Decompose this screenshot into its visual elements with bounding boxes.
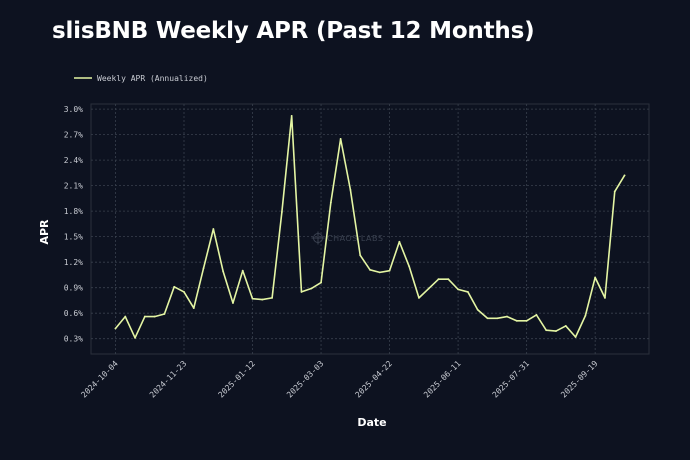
data-point: [604, 296, 606, 299]
data-point: [173, 285, 176, 288]
data-point: [271, 296, 274, 299]
y-tick-label: 2.7%: [64, 131, 83, 140]
y-tick-label: 2.4%: [64, 156, 83, 165]
y-tick-label: 3.0%: [64, 105, 83, 114]
data-point: [232, 302, 234, 304]
data-point: [447, 278, 450, 281]
y-axis-ticks: 0.3% 0.6% 0.9% 1.2% 1.5% 1.8% 2.1% 2.4% 2.7% 3.0%: [64, 105, 83, 344]
data-point: [192, 307, 195, 309]
data-point: [378, 271, 381, 274]
data-point: [437, 278, 440, 281]
data-point: [594, 276, 597, 279]
x-tick-label: 2024-10-04: [79, 359, 120, 400]
chaos-labs-logo-icon: [311, 231, 325, 245]
data-point: [515, 319, 518, 322]
data-point: [114, 327, 117, 330]
y-tick-label: 1.2%: [64, 258, 83, 267]
data-point: [623, 174, 626, 177]
data-point: [153, 315, 156, 318]
y-tick-label: 0.6%: [64, 309, 83, 318]
legend: Weekly APR (Annualized): [74, 74, 208, 83]
data-point: [339, 137, 342, 140]
watermark-text: CHAOS LABS: [327, 234, 383, 243]
data-point: [320, 281, 322, 284]
x-tick-label: 2025-04-22: [354, 359, 395, 400]
data-point: [143, 315, 146, 318]
data-point: [183, 291, 185, 293]
data-point: [545, 329, 548, 332]
x-tick-label: 2025-06-11: [422, 359, 463, 400]
data-point: [251, 297, 254, 300]
data-point: [329, 201, 332, 204]
data-point: [457, 288, 460, 291]
y-axis-title: APR: [38, 219, 51, 245]
data-point: [496, 317, 499, 320]
data-point: [408, 265, 411, 268]
y-tick-label: 1.5%: [64, 233, 83, 242]
data-point: [359, 254, 362, 257]
gridlines: [91, 104, 649, 354]
y-tick-label: 2.1%: [64, 182, 83, 191]
data-point: [476, 308, 479, 311]
legend-label: Weekly APR (Annualized): [97, 74, 208, 83]
data-point: [280, 211, 283, 213]
data-point: [613, 190, 616, 193]
data-point: [486, 317, 489, 320]
x-axis-ticks: 2024-10-04 2024-11-23 2025-01-12 2025-03-03…: [79, 359, 599, 400]
data-point: [466, 291, 469, 293]
data-point: [163, 313, 166, 315]
data-point: [388, 269, 391, 272]
y-tick-label: 0.3%: [64, 335, 83, 344]
data-point: [525, 319, 528, 322]
data-point: [241, 269, 244, 272]
data-point: [535, 313, 538, 316]
data-point: [418, 296, 420, 299]
data-point: [584, 314, 587, 317]
x-tick-label: 2025-07-31: [491, 359, 532, 400]
watermark: CHAOS LABS: [311, 231, 383, 245]
plot-area: [90, 103, 650, 355]
data-point: [574, 336, 577, 338]
data-point: [261, 298, 264, 301]
series-line-weekly-apr: [114, 115, 626, 339]
data-point: [290, 115, 293, 117]
data-point: [310, 287, 313, 290]
data-point: [134, 336, 136, 339]
chart-title: slisBNB Weekly APR (Past 12 Months): [52, 18, 535, 44]
data-point: [300, 291, 303, 293]
data-point: [222, 270, 225, 273]
y-tick-label: 0.9%: [64, 284, 83, 293]
data-point: [202, 267, 205, 270]
x-tick-label: 2025-03-03: [285, 359, 326, 400]
data-points: [114, 115, 626, 339]
x-axis-title: Date: [357, 416, 386, 429]
data-point: [555, 330, 557, 332]
data-point: [369, 268, 371, 271]
x-tick-label: 2025-01-12: [217, 359, 258, 400]
x-tick-label: 2025-09-19: [559, 359, 600, 400]
data-point: [506, 315, 508, 318]
y-tick-label: 1.8%: [64, 207, 83, 216]
data-point: [427, 287, 430, 290]
data-point: [124, 315, 127, 318]
data-point: [349, 188, 352, 191]
data-point: [212, 228, 215, 230]
x-tick-label: 2024-11-23: [148, 359, 189, 400]
data-point: [564, 325, 567, 327]
data-point: [398, 240, 401, 243]
